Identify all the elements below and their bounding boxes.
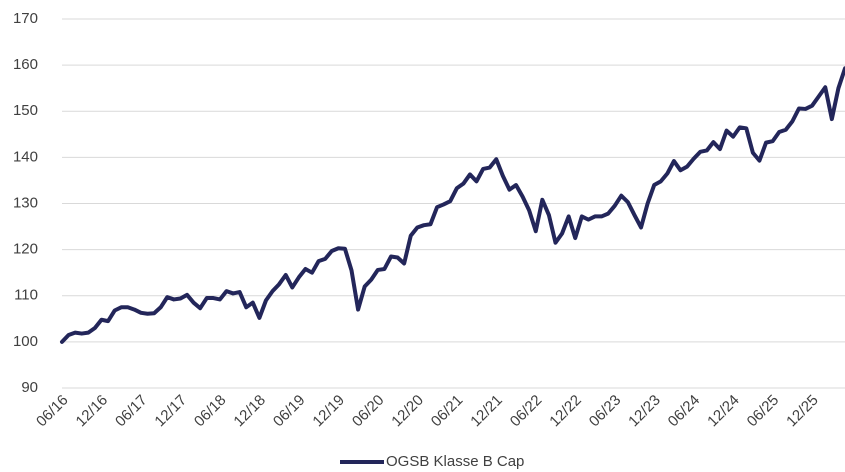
x-tick-label: 12/22 — [546, 392, 585, 431]
y-tick-label: 130 — [13, 194, 38, 211]
y-tick-label: 110 — [14, 287, 38, 304]
y-tick-label: 140 — [13, 148, 38, 165]
x-tick-label: 06/18 — [191, 392, 230, 431]
series-line — [60, 66, 845, 344]
y-tick-label: 90 — [21, 379, 38, 396]
y-tick-label: 170 — [13, 10, 38, 27]
x-tick-label: 06/19 — [270, 392, 309, 431]
x-tick-label: 12/23 — [625, 392, 664, 431]
x-tick-label: 06/21 — [428, 392, 467, 431]
x-tick-label: 12/17 — [152, 392, 191, 431]
x-tick-label: 12/20 — [388, 392, 427, 431]
x-tick-label: 06/24 — [665, 392, 704, 431]
y-tick-label: 100 — [13, 333, 38, 350]
x-tick-label: 06/16 — [33, 392, 72, 431]
x-tick-label: 12/16 — [73, 392, 112, 431]
y-tick-label: 120 — [13, 241, 38, 258]
x-tick-label: 06/25 — [744, 392, 783, 431]
x-tick-label: 12/24 — [704, 392, 743, 431]
x-tick-label: 06/23 — [586, 392, 625, 431]
legend-label: OGSB Klasse B Cap — [386, 453, 524, 470]
x-tick-label: 12/19 — [309, 392, 348, 431]
x-tick-label: 06/20 — [349, 392, 388, 431]
x-tick-label: 12/21 — [467, 392, 506, 431]
x-tick-label: 12/25 — [783, 392, 822, 431]
x-tick-label: 12/18 — [230, 392, 269, 431]
x-tick-label: 06/17 — [112, 392, 151, 431]
y-tick-label: 160 — [13, 56, 38, 73]
y-tick-label: 150 — [13, 102, 38, 119]
x-tick-label: 06/22 — [507, 392, 546, 431]
